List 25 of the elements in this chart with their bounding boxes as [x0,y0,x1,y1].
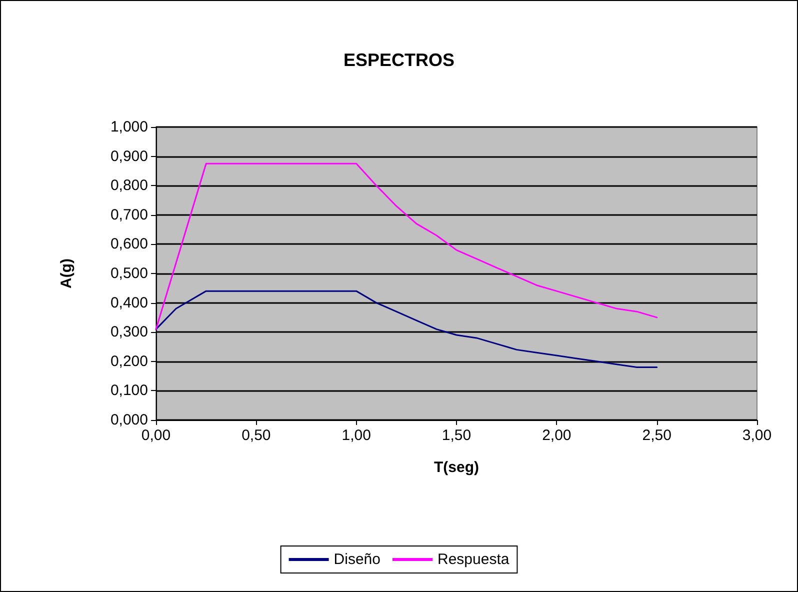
y-tick-label: 1,000 [110,118,148,136]
y-tick-label: 0,300 [110,324,148,341]
x-axis-title: T(seg) [434,459,480,476]
y-tick-label: 0,500 [110,265,148,282]
x-tick-label: 2,50 [642,427,672,444]
line-series [155,290,658,368]
x-tick-label: 2,00 [542,427,572,444]
legend-label: Respuesta [437,551,510,568]
y-tick-label: 0,200 [110,352,148,370]
y-tick-label: 0,700 [110,206,148,224]
line-series [155,162,658,330]
y-tick-label: 0,900 [110,148,148,165]
x-tick-label: 0,00 [141,427,171,444]
x-tick-label: 0,50 [242,427,271,444]
y-tick-label: 0,800 [110,177,148,194]
y-tick-label: 0,600 [110,236,148,253]
x-tick-label: 1,00 [342,427,371,444]
x-tick-label: 1,50 [442,427,472,444]
y-tick-label: 0,100 [110,382,148,400]
y-tick-label: 0,400 [110,294,148,312]
legend-label: Diseño [334,551,380,568]
y-axis-title: A(g) [58,258,75,288]
y-tick-label: 0,000 [110,412,148,428]
chart-title: ESPECTROS [343,50,455,70]
x-tick-label: 3,00 [742,427,772,444]
